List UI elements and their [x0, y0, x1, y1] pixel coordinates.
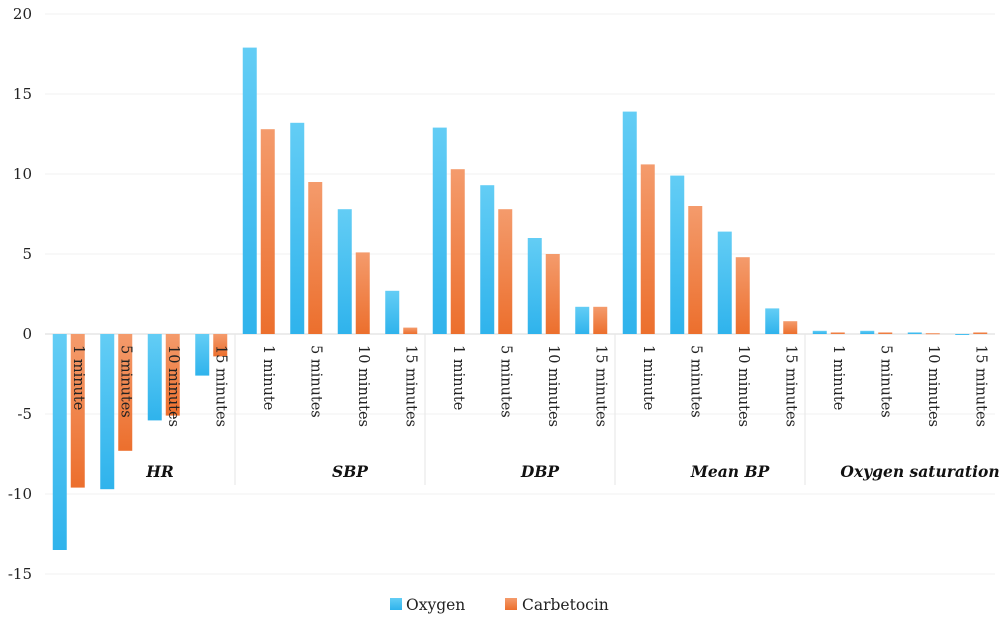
bar-series-1: [337, 209, 352, 334]
bar-series-1: [385, 290, 400, 334]
category-label: 5 minutes: [307, 345, 323, 418]
y-tick-label: 5: [22, 245, 32, 263]
bar-series-1: [955, 334, 970, 335]
bar-series-2: [735, 257, 750, 334]
gridlines: [45, 13, 995, 575]
legend-swatch-series-1: [390, 598, 402, 610]
bar-series-2: [213, 334, 228, 357]
category-labels: 1 minute 5 minutes 10 minutes 15 minutes 1 m…: [70, 345, 989, 427]
bar-series-2: [70, 334, 85, 488]
bar-series-2: [403, 327, 418, 334]
bar-series-2: [878, 332, 893, 334]
bar-series-2: [450, 169, 465, 334]
y-tick-label: 15: [13, 85, 32, 103]
category-label: 1 minute: [830, 345, 846, 410]
group-label: SBP: [332, 462, 369, 481]
bar-series-2: [593, 306, 608, 334]
legend-swatch-series-2: [505, 598, 517, 610]
bar-series-1: [52, 334, 67, 550]
bar-series-2: [973, 332, 988, 334]
group-label: Oxygen saturation: [840, 462, 999, 481]
bars: [52, 47, 988, 550]
group-separators: [234, 334, 806, 485]
bar-series-1: [480, 185, 495, 334]
bar-series-2: [260, 129, 275, 334]
bar-series-1: [717, 231, 732, 334]
category-label: 10 minutes: [925, 345, 941, 427]
category-label: 5 minutes: [117, 345, 133, 418]
category-label: 15 minutes: [592, 345, 608, 427]
bar-series-1: [195, 334, 210, 376]
y-tick-label: 10: [13, 165, 32, 183]
bar-series-2: [355, 252, 370, 334]
bar-series-1: [242, 47, 257, 334]
bar-series-2: [783, 321, 798, 334]
bar-series-2: [640, 164, 655, 334]
category-label: 15 minutes: [782, 345, 798, 427]
category-label: 1 minute: [70, 345, 86, 410]
category-label: 1 minute: [450, 345, 466, 410]
group-label: Mean BP: [690, 462, 771, 481]
bar-series-2: [688, 206, 703, 334]
y-axis-ticks: -15 -10 -5 0 5 10 15 20: [8, 5, 32, 583]
category-label: 1 minute: [640, 345, 656, 410]
category-label: 10 minutes: [735, 345, 751, 427]
category-label: 15 minutes: [402, 345, 418, 427]
group-label: HR: [145, 462, 174, 481]
category-label: 15 minutes: [972, 345, 988, 427]
category-label: 1 minute: [260, 345, 276, 410]
bar-series-1: [622, 111, 637, 334]
bar-series-1: [670, 175, 685, 334]
bar-series-1: [290, 122, 305, 334]
category-label: 5 minutes: [877, 345, 893, 418]
bar-series-1: [812, 330, 827, 334]
bar-series-2: [165, 334, 180, 416]
bar-series-2: [545, 254, 560, 334]
bar-series-1: [100, 334, 115, 490]
bar-series-2: [118, 334, 133, 451]
legend: Oxygen Carbetocin: [390, 596, 609, 614]
bar-series-1: [575, 306, 590, 334]
category-label: 10 minutes: [165, 345, 181, 427]
y-tick-label: -10: [8, 485, 32, 503]
bar-series-2: [830, 332, 845, 334]
group-labels: HR SBP DBP Mean BP Oxygen saturation: [145, 462, 999, 481]
category-label: 15 minutes: [212, 345, 228, 427]
legend-label-series-1: Oxygen: [406, 596, 465, 614]
y-tick-label: 20: [13, 5, 32, 23]
group-label: DBP: [520, 462, 561, 481]
category-label: 10 minutes: [355, 345, 371, 427]
category-label: 5 minutes: [687, 345, 703, 418]
y-tick-label: -15: [8, 565, 32, 583]
bar-series-1: [907, 332, 922, 334]
bar-series-1: [432, 127, 447, 334]
bar-series-1: [765, 308, 780, 334]
y-tick-label: 0: [22, 325, 32, 343]
bar-series-2: [308, 182, 323, 334]
category-label: 10 minutes: [545, 345, 561, 427]
bar-series-1: [860, 330, 875, 334]
bar-series-2: [498, 209, 513, 334]
legend-label-series-2: Carbetocin: [522, 596, 609, 614]
y-tick-label: -5: [17, 405, 32, 423]
bar-series-2: [925, 333, 940, 335]
bar-series-1: [527, 238, 542, 334]
bar-series-1: [147, 334, 162, 421]
category-label: 5 minutes: [497, 345, 513, 418]
